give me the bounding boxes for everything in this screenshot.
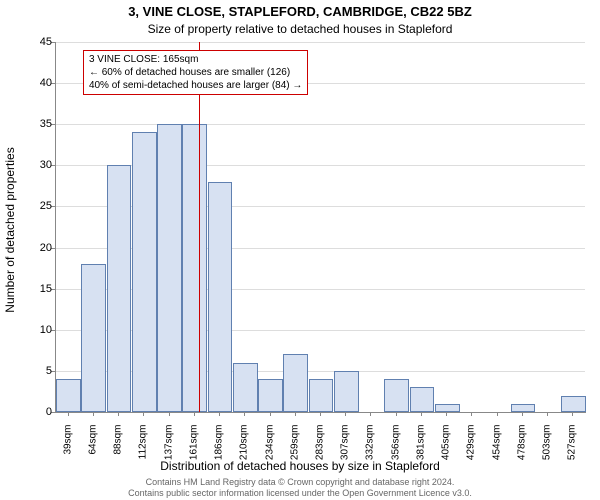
y-tick-label: 10 xyxy=(40,324,52,336)
bar xyxy=(56,379,81,412)
y-tick-label: 40 xyxy=(40,77,52,89)
bar xyxy=(258,379,283,412)
y-tick-label: 25 xyxy=(40,200,52,212)
bar xyxy=(384,379,409,412)
x-tick-mark xyxy=(471,412,472,416)
marker-line xyxy=(199,42,200,412)
footer-attribution: Contains HM Land Registry data © Crown c… xyxy=(0,477,600,499)
x-tick-mark xyxy=(118,412,119,416)
y-tick-label: 30 xyxy=(40,159,52,171)
x-tick-mark xyxy=(446,412,447,416)
x-tick-mark xyxy=(244,412,245,416)
x-tick-mark xyxy=(345,412,346,416)
x-tick-mark xyxy=(169,412,170,416)
x-tick-mark xyxy=(547,412,548,416)
x-tick-mark xyxy=(370,412,371,416)
annotation-line-2: ← 60% of detached houses are smaller (12… xyxy=(89,66,302,79)
x-tick-mark xyxy=(194,412,195,416)
annotation-line-1: 3 VINE CLOSE: 165sqm xyxy=(89,53,302,66)
y-axis-label: Number of detached properties xyxy=(3,147,17,312)
x-tick-mark xyxy=(93,412,94,416)
chart-title-sub: Size of property relative to detached ho… xyxy=(0,22,600,36)
y-tick-label: 20 xyxy=(40,242,52,254)
x-tick-mark xyxy=(320,412,321,416)
x-tick-mark xyxy=(270,412,271,416)
y-tick-label: 0 xyxy=(46,406,52,418)
chart-title-main: 3, VINE CLOSE, STAPLEFORD, CAMBRIDGE, CB… xyxy=(0,4,600,19)
bar xyxy=(157,124,182,412)
plot-area xyxy=(55,42,586,413)
bar xyxy=(81,264,106,412)
x-tick-mark xyxy=(396,412,397,416)
y-tick-label: 5 xyxy=(46,365,52,377)
bar xyxy=(435,404,460,412)
bar xyxy=(233,363,258,412)
bar xyxy=(309,379,334,412)
x-tick-mark xyxy=(219,412,220,416)
x-tick-mark xyxy=(572,412,573,416)
bar xyxy=(283,354,308,412)
x-tick-mark xyxy=(68,412,69,416)
x-tick-mark xyxy=(295,412,296,416)
x-axis-label: Distribution of detached houses by size … xyxy=(0,459,600,473)
x-tick-mark xyxy=(143,412,144,416)
bar xyxy=(208,182,233,412)
bar xyxy=(132,132,157,412)
footer-line-2: Contains public sector information licen… xyxy=(0,488,600,499)
footer-line-1: Contains HM Land Registry data © Crown c… xyxy=(0,477,600,488)
bar xyxy=(410,387,435,412)
y-tick-label: 45 xyxy=(40,36,52,48)
histogram-chart: 3, VINE CLOSE, STAPLEFORD, CAMBRIDGE, CB… xyxy=(0,0,600,500)
annotation-line-3: 40% of semi-detached houses are larger (… xyxy=(89,79,302,92)
bar xyxy=(334,371,359,412)
y-tick-label: 15 xyxy=(40,283,52,295)
bar xyxy=(511,404,536,412)
x-tick-mark xyxy=(497,412,498,416)
x-tick-mark xyxy=(421,412,422,416)
bar xyxy=(561,396,586,412)
y-tick-label: 35 xyxy=(40,118,52,130)
annotation-box: 3 VINE CLOSE: 165sqm ← 60% of detached h… xyxy=(83,50,308,95)
bar xyxy=(107,165,132,412)
x-tick-mark xyxy=(522,412,523,416)
bar xyxy=(182,124,207,412)
